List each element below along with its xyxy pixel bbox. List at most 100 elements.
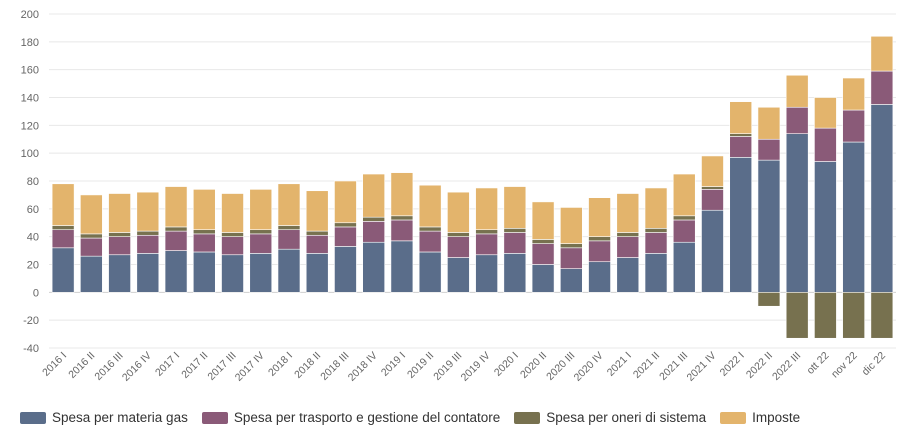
bar-segment [136, 253, 160, 293]
legend-label: Spesa per trasporto e gestione del conta… [233, 410, 501, 425]
bar-segment [418, 226, 442, 232]
x-tick-label: 2021 III [657, 350, 690, 383]
y-tick-label: 180 [21, 37, 39, 49]
bar-segment [870, 35, 894, 72]
bar-segment [531, 264, 555, 293]
x-tick-label: 2019 II [405, 350, 436, 381]
bar-segment [644, 253, 668, 293]
bar-segment [277, 183, 301, 226]
y-tick-label: 200 [21, 9, 39, 21]
bar-segment [503, 253, 527, 293]
bar-segment [701, 155, 724, 187]
bar-segment [136, 234, 160, 254]
x-tick-label: 2022 I [718, 350, 747, 379]
bar-segment [192, 229, 216, 235]
bar-segment [616, 236, 640, 258]
bars [51, 35, 894, 339]
bar-segment [729, 133, 753, 137]
bar-segment [277, 229, 301, 250]
gridlines [49, 13, 896, 349]
bar-segment [108, 254, 131, 293]
bar-segment [672, 241, 696, 293]
bar-segment [390, 219, 414, 242]
bar-segment [447, 232, 470, 237]
x-tick-label: 2017 II [179, 350, 210, 381]
x-tick-label: 2020 IV [572, 350, 606, 384]
bar-segment [390, 240, 414, 293]
legend-item[interactable]: Spesa per oneri di sistema [514, 410, 706, 425]
bar-segment [51, 183, 75, 226]
bar-segment [672, 215, 696, 221]
x-tick-label: 2016 II [66, 350, 97, 381]
bar-segment [80, 237, 103, 257]
bar-segment [334, 246, 357, 293]
bar-segment [503, 186, 527, 229]
x-tick-label: 2017 III [205, 350, 238, 383]
x-tick-label: 2021 I [605, 350, 634, 379]
bar-segment [842, 141, 865, 293]
bar-segment [249, 253, 273, 293]
bar-segment [531, 201, 555, 240]
x-tick-label: 2018 IV [346, 350, 380, 384]
bar-segment [164, 230, 188, 251]
bar-segment [842, 109, 865, 143]
bar-segment [192, 251, 216, 293]
bar-segment [785, 106, 809, 134]
bar-segment [757, 159, 781, 293]
bar-segment [560, 268, 583, 293]
bar-segment [305, 253, 329, 293]
x-tick-label: 2020 I [492, 350, 521, 379]
bar-segment [51, 247, 75, 293]
bar-segment [418, 251, 442, 293]
bar-segment [390, 172, 414, 217]
bar-segment [644, 187, 668, 229]
bar-segment [362, 241, 385, 293]
x-tick-label: nov 22 [829, 350, 860, 381]
x-tick-label: 2016 IV [120, 350, 154, 384]
y-tick-label: 100 [21, 148, 39, 160]
bar-segment [362, 216, 385, 222]
bar-segment [814, 161, 837, 293]
x-tick-label: 2019 IV [459, 350, 493, 384]
bar-segment [588, 236, 611, 242]
bar-segment [362, 221, 385, 243]
legend-item[interactable]: Spesa per materia gas [20, 410, 188, 425]
legend: Spesa per materia gas Spesa per trasporto… [20, 410, 814, 425]
bar-segment [475, 254, 498, 293]
x-tick-label: 2019 III [431, 350, 464, 383]
bar-segment [362, 173, 385, 218]
bar-segment [588, 261, 611, 293]
bar-segment [447, 236, 470, 258]
bar-segment [277, 225, 301, 231]
y-tick-label: 120 [21, 120, 39, 132]
x-tick-label: 2016 I [40, 350, 69, 379]
legend-item[interactable]: Imposte [720, 410, 800, 425]
x-tick-label: 2020 II [518, 350, 549, 381]
bar-segment [729, 101, 753, 134]
bar-segment [80, 255, 103, 293]
bar-segment [814, 292, 837, 339]
bar-segment [560, 243, 583, 249]
bar-segment [503, 232, 527, 254]
x-tick-label: 2016 III [92, 350, 125, 383]
y-tick-label: 160 [21, 65, 39, 77]
bar-segment [785, 74, 809, 108]
legend-item[interactable]: Spesa per trasporto e gestione del conta… [201, 410, 501, 425]
bar-segment [701, 189, 724, 211]
legend-label: Spesa per materia gas [52, 410, 188, 425]
bar-segment [870, 292, 894, 339]
bar-segment [277, 248, 301, 293]
bar-segment [164, 250, 188, 293]
bar-segment [588, 240, 611, 263]
bar-segment [588, 197, 611, 237]
bar-segment [814, 127, 837, 162]
x-tick-label: 2017 IV [233, 350, 267, 384]
x-tick-label: 2018 III [318, 350, 351, 383]
bar-segment [249, 229, 273, 235]
x-tick-label: 2018 I [266, 350, 295, 379]
bar-segment [701, 186, 724, 190]
bar-segment [842, 292, 865, 339]
bar-segment [644, 232, 668, 254]
bar-segment [531, 243, 555, 265]
y-tick-label: 0 [33, 287, 39, 299]
